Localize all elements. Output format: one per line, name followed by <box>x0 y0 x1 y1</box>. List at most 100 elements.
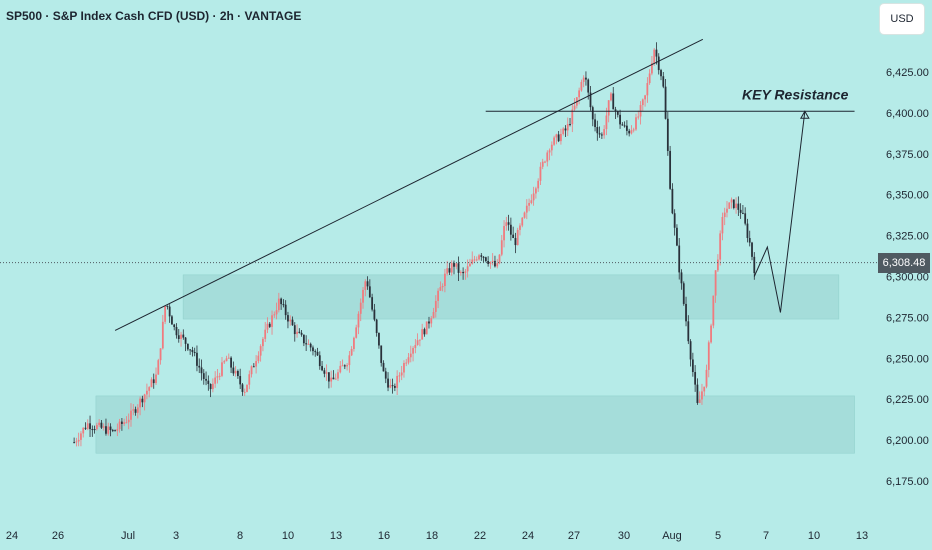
x-tick-label: 18 <box>426 530 438 542</box>
x-tick-label: 27 <box>568 530 580 542</box>
price-axis: 6,425.00 6,400.00 6,375.00 6,350.00 6,325.00… <box>886 67 929 488</box>
candle-body <box>77 439 80 442</box>
currency-button[interactable]: USD <box>880 4 924 34</box>
candle-body <box>214 377 217 384</box>
candle-body <box>748 238 751 243</box>
candle-body <box>726 208 728 213</box>
candle-body <box>118 421 121 430</box>
candle-body <box>530 200 533 203</box>
candle-body <box>612 93 615 110</box>
candle-body <box>343 365 346 367</box>
candle-body <box>676 227 678 246</box>
candle-body <box>523 212 526 218</box>
candle-body <box>455 263 458 267</box>
support-zones <box>95 274 855 454</box>
candle-body <box>314 351 317 353</box>
candle-body <box>564 128 567 131</box>
candle-body <box>234 371 237 374</box>
candle-body <box>298 331 301 333</box>
candle-body <box>155 374 157 384</box>
candle-body <box>109 426 112 431</box>
candle-body <box>678 245 681 273</box>
key-resistance-label: KEY Resistance <box>742 86 849 102</box>
candle-body <box>125 422 128 424</box>
candle-body <box>300 332 303 335</box>
candle-body <box>389 385 392 388</box>
candle-body <box>227 357 230 359</box>
candle-body <box>625 125 628 131</box>
candle-body <box>312 347 314 352</box>
x-tick-label: 3 <box>173 530 179 542</box>
candle-body <box>446 268 449 274</box>
y-tick-label: 6,375.00 <box>886 149 929 161</box>
candle-body <box>341 365 344 367</box>
candle-body <box>107 426 110 434</box>
candle-body <box>494 260 496 267</box>
candle-body <box>550 144 553 151</box>
candle-body <box>327 372 330 382</box>
candle-body <box>384 371 387 379</box>
candle-body <box>496 263 499 267</box>
candle-body <box>175 327 178 336</box>
candle-body <box>519 225 521 230</box>
candle-body <box>557 134 560 142</box>
candle-body <box>473 259 476 261</box>
candle-body <box>111 430 114 432</box>
candlestick-series <box>73 42 756 447</box>
candle-body <box>262 338 264 347</box>
candle-body <box>587 79 590 93</box>
candle-body <box>641 99 644 106</box>
candle-body <box>478 255 480 260</box>
candle-body <box>723 212 726 218</box>
candle-body <box>366 281 369 287</box>
candle-body <box>480 255 483 257</box>
candle-body <box>471 259 474 264</box>
candle-body <box>425 321 428 335</box>
candle-body <box>218 375 221 377</box>
candle-body <box>466 266 469 272</box>
candle-body <box>432 311 435 319</box>
candle-body <box>232 367 235 374</box>
candle-body <box>521 217 524 226</box>
candle-body <box>423 329 426 335</box>
candle-body <box>728 202 731 209</box>
candle-body <box>223 361 226 363</box>
candle-body <box>289 319 292 322</box>
candle-body <box>180 334 182 339</box>
candle-body <box>421 329 424 340</box>
x-tick-label: 5 <box>715 530 721 542</box>
candle-body <box>364 281 367 290</box>
candle-body <box>264 329 267 339</box>
candle-body <box>687 321 690 342</box>
candle-body <box>86 423 89 429</box>
candle-body <box>139 398 141 408</box>
candle-body <box>123 422 126 424</box>
candle-body <box>751 242 753 257</box>
candle-body <box>707 342 710 370</box>
candle-body <box>323 370 326 374</box>
candle-body <box>164 305 167 322</box>
candle-body <box>669 150 672 189</box>
candle-body <box>282 304 285 306</box>
x-tick-label: Jul <box>121 530 135 542</box>
candle-body <box>580 81 583 91</box>
candle-body <box>591 107 594 120</box>
x-tick-label: 26 <box>52 530 64 542</box>
candle-body <box>359 302 362 314</box>
candle-body <box>701 391 703 400</box>
candle-body <box>387 378 389 388</box>
y-tick-label: 6,350.00 <box>886 190 929 202</box>
candle-body <box>555 134 558 138</box>
candle-body <box>712 295 715 326</box>
candle-body <box>664 86 667 119</box>
candle-body <box>730 199 733 203</box>
candle-body <box>662 76 665 87</box>
candle-body <box>371 297 374 310</box>
rising-trendline <box>114 38 704 331</box>
y-tick-label: 6,275.00 <box>886 312 929 324</box>
candle-body <box>293 325 296 335</box>
candle-body <box>653 49 656 64</box>
candle-body <box>284 304 287 316</box>
candle-body <box>605 115 608 130</box>
